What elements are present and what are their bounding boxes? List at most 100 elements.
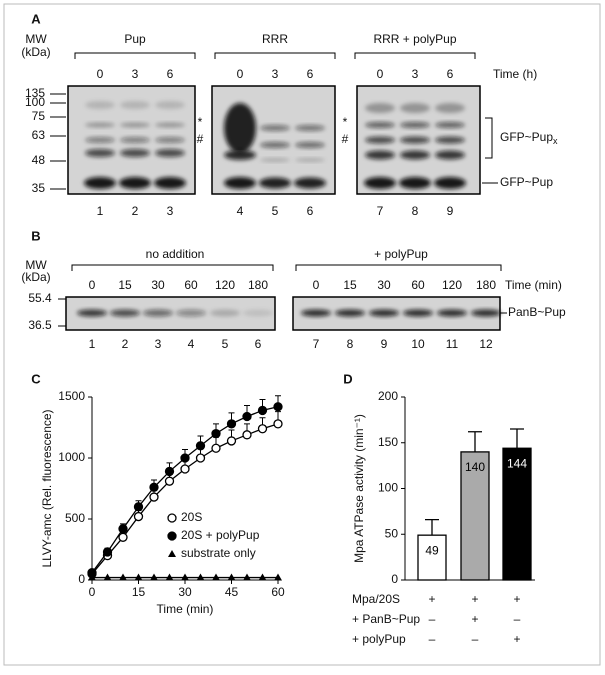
gel-band [224,150,256,160]
data-point [227,573,236,581]
gel-band [85,101,115,109]
lane-number: 10 [411,337,425,351]
group-label: RRR + polyPup [373,32,456,46]
panel-label: A [31,11,41,26]
mw-label: MW [25,32,47,46]
time-label: 180 [248,278,268,292]
lane-number: 1 [97,204,104,218]
time-label: 6 [167,67,174,81]
gel-band [224,177,256,189]
lane-number: 9 [381,337,388,351]
data-point [149,492,159,502]
gel-band [437,309,467,317]
time-label: 0 [97,67,104,81]
data-point [102,547,113,557]
gel-band [400,150,430,160]
band-symbol: # [342,132,349,146]
data-point [242,430,252,440]
error-bar [468,431,482,452]
data-point [211,443,221,453]
y-tick-label: 100 [378,481,398,495]
group-label: RRR [262,32,288,46]
mw-marker: 100 [25,95,45,109]
time-label: 3 [132,67,139,81]
bar-value-label: 144 [507,456,527,470]
gel-band [435,103,465,113]
lane-number: 6 [255,337,262,351]
legend-marker [167,513,177,523]
lane-number: 4 [237,204,244,218]
band-label: GFP~Pupx [500,130,558,146]
time-label: 30 [377,278,391,292]
condition-sign: + [513,592,520,606]
y-axis-label: LLVY-amc (Rel. fluorescence) [40,409,54,567]
gel-band [155,122,185,128]
gel-band [471,309,501,317]
gel-band [435,136,465,144]
data-point [273,419,283,429]
data-point [118,524,128,534]
gel-band [435,150,465,160]
lane-number: 1 [89,337,96,351]
data-point [134,573,143,581]
x-axis-label: Time (min) [157,602,214,616]
time-label: 120 [215,278,235,292]
data-point [274,573,282,581]
bracket [71,264,274,271]
gel-band [243,309,273,317]
mw-marker: 36.5 [28,318,52,332]
time-axis-label: Time (min) [505,278,562,292]
panel-label: C [31,371,41,386]
panel-label: D [343,371,352,386]
time-label: 15 [343,278,357,292]
data-point [195,453,206,463]
bar-value-label: 49 [425,543,439,557]
y-tick-label: 1500 [58,389,85,403]
gel-band [85,149,115,157]
data-point [133,511,144,522]
gel-band [120,137,150,143]
y-tick-label: 1000 [58,450,85,464]
lane-number: 6 [307,204,314,218]
data-point [196,573,205,581]
lane-number: 4 [188,337,195,351]
bracket [354,52,476,59]
condition-label: + PanB~Pup [352,612,420,626]
band-symbol: * [343,115,348,129]
mw-marker: 75 [32,109,46,123]
data-point [149,482,159,492]
time-label: 6 [447,67,454,81]
legend-label: substrate only [181,546,256,560]
condition-sign: + [471,592,478,606]
data-point [180,464,190,474]
mw-marker: 48 [32,153,46,167]
time-label: 0 [377,67,384,81]
gel-band [155,149,185,157]
y-tick-label: 50 [385,526,399,540]
band-symbol: # [197,132,204,146]
lane-number: 8 [347,337,354,351]
legend-marker [168,550,176,557]
data-point [118,532,128,542]
bracket [295,264,502,271]
mw-label: MW [25,258,47,272]
y-axis-label: Mpa ATPase activity (min⁻¹) [352,414,366,563]
band-symbol: * [198,115,203,129]
frame [3,3,601,666]
gel-band [365,150,395,160]
gel-band [434,177,466,189]
gel-band [176,309,206,317]
error-bar [510,428,524,449]
data-point [195,441,206,451]
gel-band [294,177,326,189]
data-point [243,573,251,581]
bar-value-label: 140 [465,460,485,474]
y-tick-label: 0 [391,572,398,586]
gel-band [84,177,116,189]
lane-number: 11 [446,337,459,351]
panel-label: B [31,228,40,243]
lane-number: 5 [272,204,279,218]
condition-sign: + [513,632,520,646]
data-point [273,402,283,412]
